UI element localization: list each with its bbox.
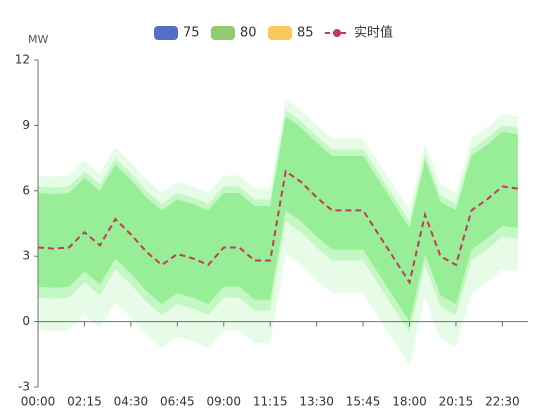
x-tick-label: 09:00 <box>206 395 241 409</box>
x-tick-label: 06:45 <box>160 395 195 409</box>
y-tick-label: 12 <box>15 53 30 67</box>
legend-icon <box>268 26 292 40</box>
x-tick-label: 00:00 <box>21 395 56 409</box>
x-tick-label: 15:45 <box>346 395 381 409</box>
legend-label: 85 <box>297 26 314 41</box>
legend-icon <box>154 26 178 40</box>
legend-label: 实时值 <box>354 25 393 41</box>
y-axis-name: MW <box>28 33 48 46</box>
y-tick-label: 3 <box>22 249 30 263</box>
legend-icon <box>211 26 235 40</box>
x-tick-label: 11:15 <box>253 395 288 409</box>
legend-icon <box>333 29 341 37</box>
y-tick-label: 6 <box>22 183 30 197</box>
legend-label: 80 <box>240 26 257 41</box>
x-tick-label: 13:30 <box>299 395 334 409</box>
legend-label: 75 <box>183 26 200 41</box>
x-tick-label: 02:15 <box>67 395 102 409</box>
x-tick-label: 04:30 <box>114 395 149 409</box>
y-tick-label: 0 <box>22 314 30 328</box>
x-tick-label: 18:00 <box>392 395 427 409</box>
x-tick-label: 22:30 <box>485 395 520 409</box>
band-area <box>38 116 518 322</box>
line-series <box>37 169 519 285</box>
y-tick-label: 9 <box>22 118 30 132</box>
x-tick-label: 20:15 <box>439 395 474 409</box>
y-tick-label: -3 <box>18 380 30 394</box>
